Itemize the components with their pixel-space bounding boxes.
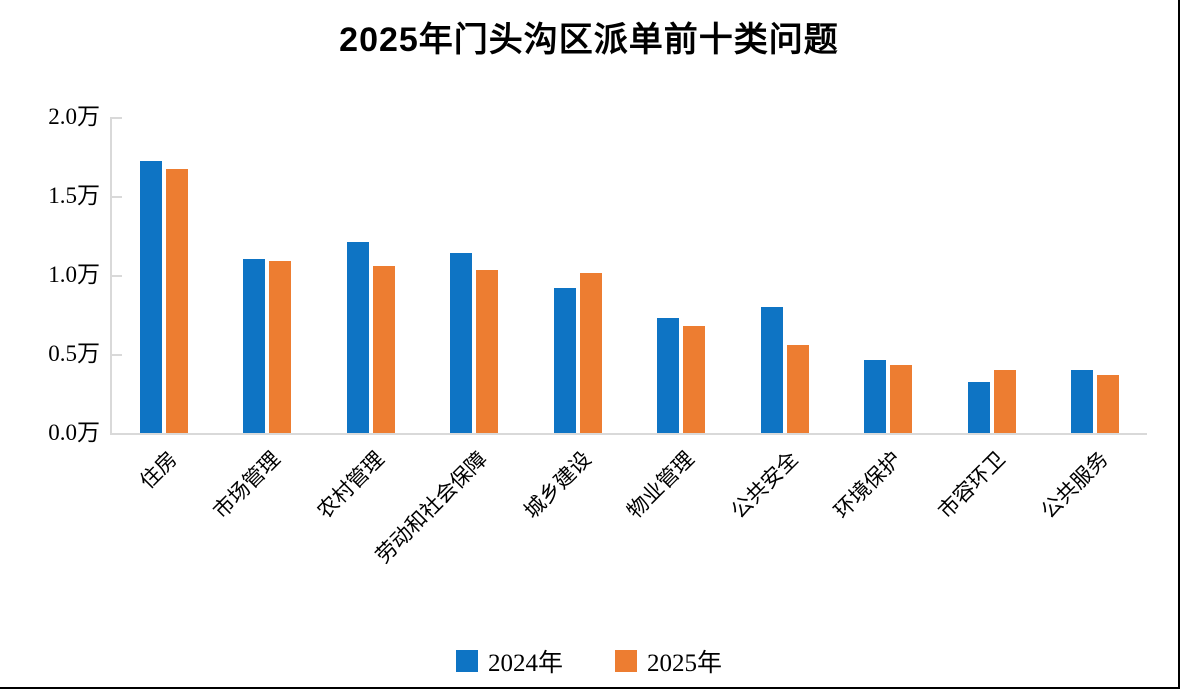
bar-group xyxy=(423,117,527,433)
bar-2025年 xyxy=(579,273,602,433)
x-axis-label: 市容环卫 xyxy=(933,446,1010,524)
y-axis-label: 1.5万 xyxy=(48,183,100,208)
legend-item: 2025年 xyxy=(615,643,722,679)
legend-label: 2025年 xyxy=(647,650,723,677)
bar-group xyxy=(630,117,734,433)
bar-2025年 xyxy=(165,169,188,433)
bar-group xyxy=(940,117,1044,433)
legend-item: 2024年 xyxy=(455,643,563,679)
legend-label: 2024年 xyxy=(487,650,563,677)
bar-2024年 xyxy=(967,382,990,433)
bar-group xyxy=(216,117,320,433)
x-axis-label: 环境保护 xyxy=(829,446,907,524)
y-axis-label: 0.0万 xyxy=(48,420,100,445)
y-axis-label: 1.0万 xyxy=(48,262,100,287)
bar-groups xyxy=(112,117,1147,433)
legend-swatch-icon xyxy=(455,650,478,672)
x-axis-label: 城乡建设 xyxy=(519,446,596,524)
bar-2025年 xyxy=(683,326,706,433)
x-axis-label: 农村管理 xyxy=(312,446,389,524)
bar-2025年 xyxy=(1097,375,1120,433)
bar-2025年 xyxy=(993,370,1016,433)
legend-swatch-icon xyxy=(615,650,637,672)
bar-group xyxy=(112,117,216,433)
bar-2024年 xyxy=(553,288,576,433)
x-axis-label: 住房 xyxy=(134,446,182,494)
bar-2025年 xyxy=(476,270,499,433)
x-axis-label: 公共服务 xyxy=(1036,446,1114,524)
bar-group xyxy=(837,117,941,433)
bar-2024年 xyxy=(243,259,266,433)
x-axis-label: 劳动和社会保障 xyxy=(371,446,493,568)
y-axis-tick xyxy=(112,275,122,277)
bar-2024年 xyxy=(450,253,473,433)
bar-group xyxy=(319,117,423,433)
x-axis-label: 公共安全 xyxy=(726,446,803,524)
bar-group xyxy=(733,117,837,433)
bar-2024年 xyxy=(864,360,887,433)
y-axis-label: 0.5万 xyxy=(48,341,100,366)
bar-group xyxy=(1044,117,1148,433)
x-axis-labels: 住房 市场管理 农村管理 劳动和社会保障 城乡建设 物业管理 公共安全 环境保护 市容环卫 公共服… xyxy=(110,444,1145,624)
y-axis-tick xyxy=(112,196,122,198)
bar-2024年 xyxy=(1071,370,1094,433)
bar-group xyxy=(526,117,630,433)
x-axis-label: 市场管理 xyxy=(208,446,286,524)
bar-2024年 xyxy=(760,307,783,433)
bar-2025年 xyxy=(786,345,809,433)
y-axis-tick xyxy=(112,117,122,119)
bar-2025年 xyxy=(890,365,913,433)
x-axis-label: 物业管理 xyxy=(622,446,700,524)
bar-2024年 xyxy=(657,318,680,433)
chart-legend: 2024年 2025年 xyxy=(0,643,1178,679)
bar-2025年 xyxy=(372,266,395,433)
plot-area: 2.0万 1.5万 1.0万 0.5万 0.0万 xyxy=(48,104,1147,445)
bar-2024年 xyxy=(346,242,369,433)
y-axis-tick xyxy=(112,354,122,356)
bar-2024年 xyxy=(139,161,162,433)
chart-title: 2025年门头沟区派单前十类问题 xyxy=(339,21,839,59)
y-axis-label: 2.0万 xyxy=(48,104,100,129)
bar-2025年 xyxy=(269,261,292,433)
